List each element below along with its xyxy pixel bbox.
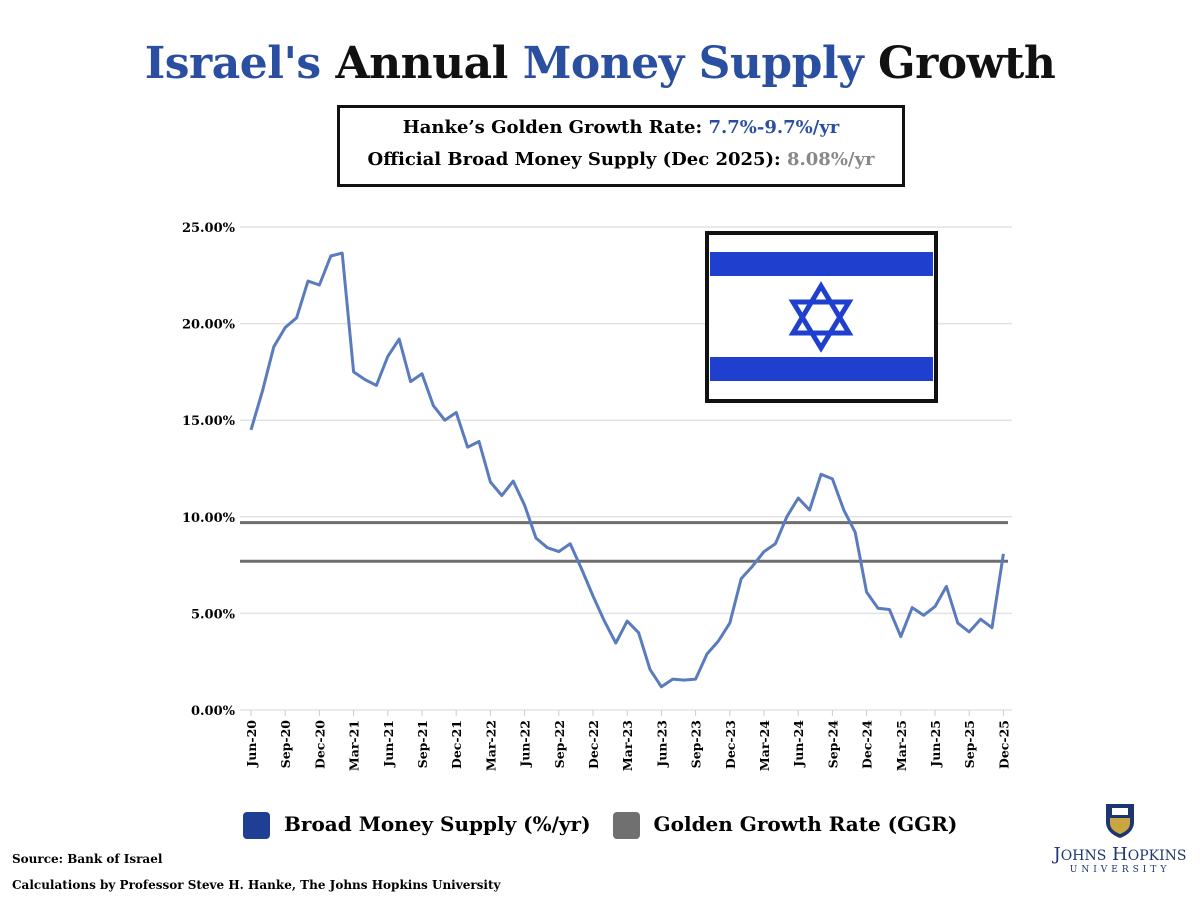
x-tick-label: Mar-23 [620, 720, 635, 771]
x-tick-label: Dec-21 [449, 720, 464, 769]
y-tick-label: 0.00% [191, 704, 236, 719]
x-tick-label: Dec-22 [586, 720, 601, 769]
x-tick-label: Dec-23 [723, 720, 738, 769]
x-tick-label: Sep-22 [552, 720, 567, 768]
y-tick-label: 15.00% [182, 414, 236, 429]
x-tick-label: Mar-24 [757, 720, 772, 771]
x-tick-label: Sep-25 [962, 720, 977, 768]
title-word: Annual [335, 38, 509, 89]
x-tick-label: Jun-23 [654, 720, 669, 768]
x-tick-label: Sep-20 [278, 720, 293, 769]
info-box: Hanke’s Golden Growth Rate: 7.7%-9.7%/yr… [337, 105, 905, 187]
y-tick-label: 5.00% [191, 607, 236, 622]
official-value: 8.08%/yr [786, 149, 875, 170]
x-tick-label: Jun-24 [791, 720, 806, 768]
jhu-shield-icon [1106, 804, 1134, 838]
source-note: Source: Bank of Israel [12, 852, 163, 866]
x-tick-label: Mar-21 [347, 720, 362, 771]
legend-item-ggr: Golden Growth Rate (GGR) [612, 812, 957, 839]
x-tick-label: Dec-20 [312, 720, 327, 769]
israel-flag [705, 231, 938, 403]
ggr-value: 7.7%-9.7%/yr [708, 117, 840, 138]
x-tick-label: Jun-22 [518, 720, 533, 768]
ggr-label: Hanke’s Golden Growth Rate: [402, 117, 703, 138]
x-tick-label: Sep-23 [689, 720, 704, 768]
star-of-david-icon [788, 281, 854, 353]
page-title: Israel's Annual Money Supply Growth [0, 38, 1200, 89]
y-tick-label: 25.00% [182, 221, 236, 236]
x-tick-label: Dec-25 [996, 720, 1011, 769]
legend: Broad Money Supply (%/yr) Golden Growth … [243, 812, 957, 839]
y-tick-label: 20.00% [182, 318, 236, 333]
x-tick-label: Mar-25 [894, 720, 909, 771]
line-chart: 0.00% 5.00% 10.00% 15.00% 20.00% 25.00% Jun-20… [182, 221, 1012, 771]
calc-note: Calculations by Professor Steve H. Hanke… [12, 878, 501, 892]
y-tick-label: 10.00% [182, 511, 236, 526]
jhu-logo: JOHNS HOPKINS UNIVERSITY [1040, 800, 1200, 875]
title-country: Israel's [144, 38, 322, 89]
series-line-broad-money [249, 251, 1005, 689]
x-tick-label: Jun-21 [381, 720, 396, 768]
x-tick-label: Jun-25 [928, 720, 943, 768]
official-label: Official Broad Money Supply (Dec 2025): [367, 149, 781, 170]
x-tick-label: Sep-21 [415, 720, 430, 768]
legend-swatch-grey [612, 812, 640, 839]
x-tick-label: Mar-22 [483, 720, 498, 771]
x-tick-label: Dec-24 [860, 720, 875, 769]
title-subject: Money Supply [522, 38, 864, 89]
x-tick-label: Jun-20 [244, 720, 259, 768]
title-word: Growth [878, 38, 1056, 89]
legend-item-broad-money: Broad Money Supply (%/yr) [243, 812, 591, 839]
legend-swatch-blue [243, 812, 270, 839]
x-tick-label: Sep-24 [825, 720, 840, 769]
